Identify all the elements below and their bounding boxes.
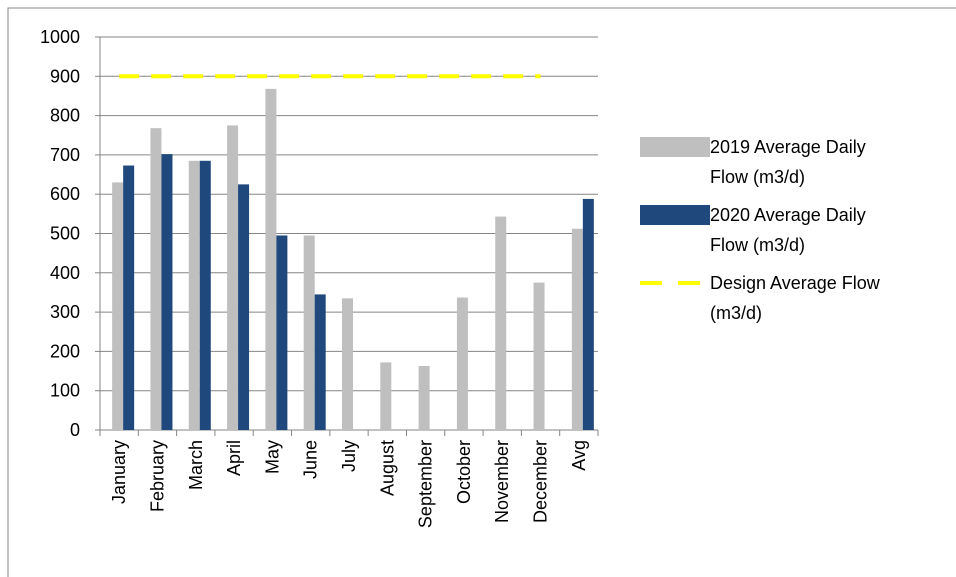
x-tick-label: January xyxy=(109,440,129,504)
bar xyxy=(227,125,239,431)
x-tick-label: August xyxy=(377,440,397,496)
x-tick-label: May xyxy=(262,440,282,474)
bar xyxy=(495,216,507,430)
legend-swatch xyxy=(640,200,710,230)
bar xyxy=(418,365,430,430)
legend-item: 2019 Average Daily Flow (m3/d) xyxy=(640,132,880,192)
x-tick-label: December xyxy=(531,440,551,523)
bar xyxy=(582,198,594,430)
legend: 2019 Average Daily Flow (m3/d) 2020 Avera… xyxy=(640,132,880,336)
legend-swatch xyxy=(640,268,710,298)
x-tick-label: September xyxy=(416,440,436,528)
y-tick-label: 300 xyxy=(50,302,80,322)
bar xyxy=(112,182,124,430)
bar xyxy=(199,160,211,431)
bar xyxy=(276,235,288,430)
y-tick-label: 800 xyxy=(50,106,80,126)
y-tick-label: 900 xyxy=(50,66,80,86)
x-tick-label: February xyxy=(147,440,167,512)
legend-marker xyxy=(640,205,710,225)
legend-label: 2020 Average Daily Flow (m3/d) xyxy=(710,205,866,255)
bar xyxy=(265,88,277,430)
legend-label: Design Average Flow (m3/d) xyxy=(710,273,880,323)
bar xyxy=(533,282,545,430)
legend-label: 2019 Average Daily Flow (m3/d) xyxy=(710,137,866,187)
x-tick-label: June xyxy=(301,440,321,479)
y-tick-label: 600 xyxy=(50,184,80,204)
legend-item: 2020 Average Daily Flow (m3/d) xyxy=(640,200,880,260)
y-tick-label: 0 xyxy=(70,420,80,440)
bar xyxy=(380,362,392,430)
y-tick-label: 700 xyxy=(50,145,80,165)
x-tick-label: October xyxy=(454,440,474,504)
bar xyxy=(342,298,353,430)
chart-frame xyxy=(7,7,956,577)
bar xyxy=(150,128,162,430)
bar xyxy=(314,294,326,430)
x-tick-label: March xyxy=(186,440,206,490)
bar xyxy=(303,235,315,430)
bar xyxy=(238,184,250,430)
y-tick-label: 500 xyxy=(50,224,80,244)
y-tick-label: 400 xyxy=(50,263,80,283)
x-tick-label: Avg xyxy=(569,440,589,471)
x-tick-label: April xyxy=(224,440,244,476)
legend-item: Design Average Flow (m3/d) xyxy=(640,268,880,328)
x-tick-label: November xyxy=(492,440,512,523)
legend-marker xyxy=(640,281,710,285)
bar xyxy=(571,228,583,430)
legend-swatch xyxy=(640,132,710,162)
bar xyxy=(188,160,200,431)
bar xyxy=(161,154,173,430)
bar xyxy=(123,165,135,431)
y-tick-label: 1000 xyxy=(40,27,80,47)
bar xyxy=(456,297,468,430)
y-tick-label: 100 xyxy=(50,381,80,401)
y-tick-label: 200 xyxy=(50,341,80,361)
legend-marker xyxy=(640,137,710,157)
x-tick-label: July xyxy=(339,440,359,472)
